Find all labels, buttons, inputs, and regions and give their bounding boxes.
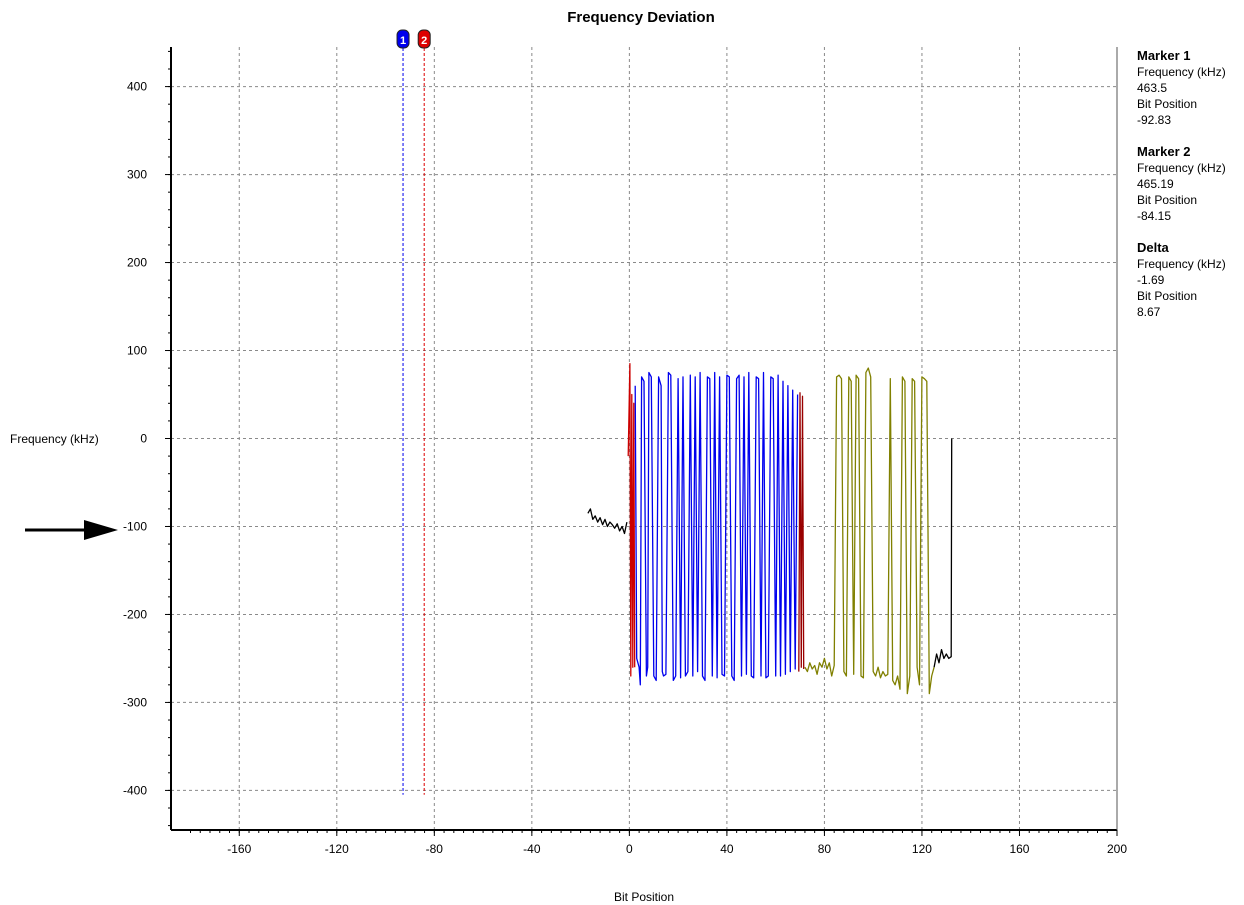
x-tick-label: -80 [426, 842, 444, 856]
marker-1-frequency-value: 463.5 [1137, 81, 1168, 95]
marker-1-handle [396, 29, 410, 49]
marker-2-handle [417, 29, 431, 49]
chart-title: Frequency Deviation [567, 9, 715, 26]
y-tick-label: 400 [127, 80, 147, 94]
y-tick-label: -400 [123, 783, 147, 797]
x-tick-label: -120 [325, 842, 349, 856]
x-tick-label: 120 [912, 842, 932, 856]
delta-title: Delta [1137, 240, 1169, 255]
marker-2-bit-value: -84.15 [1137, 209, 1172, 223]
data-series [587, 363, 953, 695]
series-line-3 [798, 392, 805, 672]
y-tick-label: -200 [123, 607, 147, 621]
x-tick-label: 160 [1009, 842, 1029, 856]
x-tick-label: 40 [720, 842, 734, 856]
y-tick-label: 0 [140, 432, 147, 446]
x-tick-label: 200 [1107, 842, 1127, 856]
y-tick-label: -100 [123, 519, 147, 533]
marker-1-bit-label: Bit Position [1137, 97, 1198, 111]
x-axis-label: Bit Position [613, 890, 675, 904]
marker-2-label: 2 [421, 35, 427, 47]
arrow-head [84, 520, 118, 540]
y-tick-label: 100 [127, 344, 147, 358]
series-line-5 [933, 438, 953, 668]
delta-frequency-value: -1.69 [1137, 273, 1165, 287]
series-line-2 [634, 371, 799, 686]
plot-axes [170, 47, 1118, 831]
delta-frequency-label: Frequency (kHz) [1137, 257, 1226, 271]
right-arrow-icon [25, 520, 118, 540]
x-tick-label: -40 [523, 842, 541, 856]
series-line-4 [804, 367, 935, 695]
delta-bit-label: Bit Position [1137, 289, 1198, 303]
x-tick-label: 80 [818, 842, 832, 856]
series-line-1 [627, 363, 636, 677]
y-tick-label: 200 [127, 256, 147, 270]
marker-2-title: Marker 2 [1137, 144, 1191, 159]
marker-readout-panel: Marker 1 Frequency (kHz) 463.5 Bit Posit… [1137, 48, 1226, 336]
marker-1-readout: Marker 1 Frequency (kHz) 463.5 Bit Posit… [1137, 48, 1226, 128]
y-tick-label: -300 [123, 695, 147, 709]
marker-1-label: 1 [400, 35, 406, 47]
delta-bit-value: 8.67 [1137, 305, 1161, 319]
marker-1-bit-value: -92.83 [1137, 113, 1172, 127]
series-line-0 [587, 508, 628, 535]
axis-ticks: -160 -120 -80 -40 0 40 80 120 160 200400300200100… [123, 50, 1127, 856]
x-tick-label: -160 [227, 842, 251, 856]
y-tick-label: 300 [127, 168, 147, 182]
marker-1-frequency-label: Frequency (kHz) [1137, 65, 1226, 79]
delta-readout: Delta Frequency (kHz) -1.69 Bit Position… [1137, 240, 1226, 320]
grid-lines [171, 47, 1117, 830]
marker-2-frequency-value: 465.19 [1137, 177, 1174, 191]
marker-2-readout: Marker 2 Frequency (kHz) 465.19 Bit Posi… [1137, 144, 1226, 224]
x-tick-label: 0 [626, 842, 633, 856]
marker-2-bit-label: Bit Position [1137, 193, 1198, 207]
marker-1-title: Marker 1 [1137, 48, 1191, 63]
marker-2-frequency-label: Frequency (kHz) [1137, 161, 1226, 175]
y-axis-label: Frequency (kHz) [10, 432, 99, 446]
